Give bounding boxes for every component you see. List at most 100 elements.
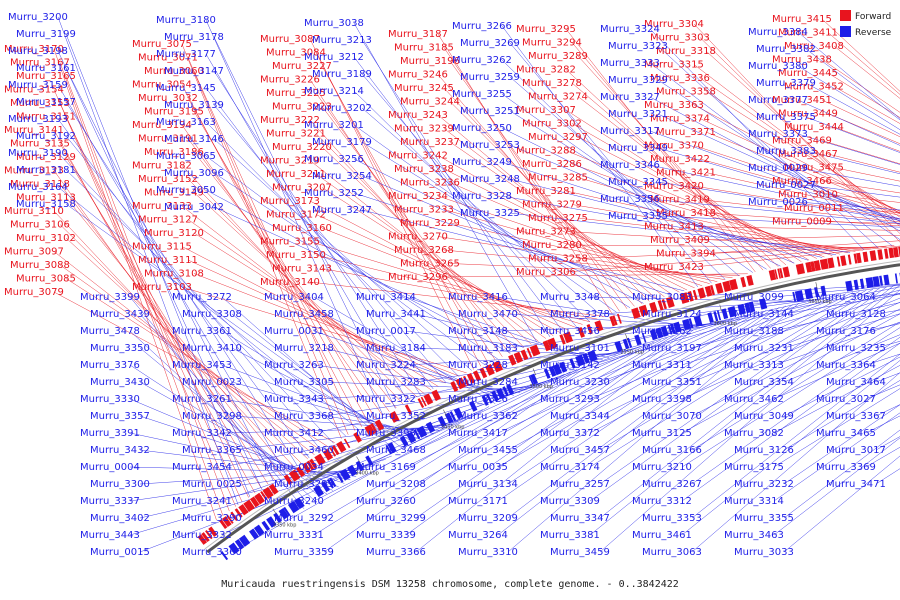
forward-gene — [288, 469, 301, 482]
gene-label: Murru_3256 — [304, 154, 364, 165]
gene-label: Murru_3365 — [182, 445, 242, 456]
forward-gene — [813, 260, 821, 271]
gene-label: Murru_3170 — [4, 44, 64, 55]
gene-label: Murru_3393 — [356, 428, 416, 439]
reverse-gene — [794, 290, 804, 302]
forward-gene — [594, 320, 604, 332]
reverse-gene — [406, 431, 417, 444]
forward-gene — [201, 532, 210, 542]
gene-label: Murru_3182 — [132, 161, 192, 172]
connector-line — [187, 259, 453, 380]
connector-line — [599, 289, 900, 553]
connector-line — [693, 104, 900, 214]
gene-label: Murru_3228 — [448, 360, 508, 371]
connector-line — [59, 264, 322, 451]
reverse-gene — [737, 303, 746, 315]
chromosome-backbone — [204, 260, 900, 554]
forward-gene — [638, 304, 649, 317]
connector-line — [313, 381, 546, 434]
gene-label: Murru_3135 — [10, 139, 70, 150]
gene-label: Murru_3125 — [632, 428, 692, 439]
legend-label: Forward — [855, 12, 891, 22]
connector-line — [181, 165, 404, 405]
gene-label: Murru_3367 — [826, 411, 886, 422]
gene-label: Murru_3328 — [452, 191, 512, 202]
connector-line — [323, 369, 578, 519]
forward-gene — [795, 263, 806, 275]
gene-label: Murru_3305 — [274, 377, 334, 388]
gene-label: Murru_3165 — [16, 71, 76, 82]
reverse-gene — [329, 477, 337, 488]
reverse-gene — [321, 481, 331, 493]
connector-line — [833, 126, 900, 152]
gene-label: Murru_3175 — [724, 462, 784, 473]
connector-line — [797, 167, 900, 187]
reverse-gene — [336, 472, 344, 483]
gene-label: Murru_3071 — [138, 53, 198, 64]
connector-line — [681, 342, 900, 502]
connector-line — [833, 45, 900, 99]
connector-line — [565, 245, 895, 273]
connector-line — [139, 313, 310, 506]
connector-line — [65, 203, 371, 423]
gene-label: Murru_3054 — [132, 80, 192, 91]
connector-line — [827, 194, 900, 203]
gene-label: Murru_3233 — [394, 205, 454, 216]
connector-line — [571, 204, 856, 252]
gene-label: Murru_0026 — [748, 197, 808, 208]
reverse-gene — [792, 291, 797, 302]
gene-label: Murru_3195 — [144, 107, 204, 118]
connector-line — [571, 42, 764, 271]
gene-label: Murru_3337 — [80, 496, 140, 507]
reverse-gene — [339, 468, 351, 481]
gene-label: Murru_3241 — [172, 496, 232, 507]
forward-gene — [374, 419, 385, 431]
connector-line — [797, 201, 900, 211]
gene-label: Murru_3075 — [132, 39, 192, 50]
reverse-gene — [814, 287, 819, 298]
gene-label: Murru_3460 — [274, 445, 334, 456]
connector-line — [589, 293, 847, 400]
gene-label: Murru_3310 — [458, 547, 518, 558]
gene-label: Murru_3167 — [10, 58, 70, 69]
connector-line — [681, 327, 900, 468]
gene-label: Murru_3382 — [756, 44, 816, 55]
gene-label: Murru_3142 — [540, 360, 600, 371]
connector-line — [705, 240, 900, 254]
gene-label: Murru_3245 — [394, 83, 454, 94]
reverse-gene — [748, 301, 756, 313]
forward-gene — [542, 340, 551, 352]
connector-line — [599, 287, 880, 485]
gene-label: Murru_3126 — [734, 445, 794, 456]
connector-line — [181, 43, 342, 439]
connector-line — [181, 246, 446, 384]
connector-line — [589, 284, 900, 536]
connector-line — [705, 131, 900, 212]
forward-gene — [819, 258, 829, 270]
gene-label: Murru_3311 — [632, 360, 692, 371]
reverse-gene — [437, 415, 447, 428]
connector-line — [571, 82, 787, 266]
forward-gene — [234, 508, 243, 518]
reverse-gene — [622, 338, 630, 350]
reverse-gene — [543, 368, 551, 379]
connector-line — [649, 96, 900, 232]
gene-label: Murru_3284 — [458, 377, 518, 388]
gene-label: Murru_3236 — [400, 178, 460, 189]
gene-label: Murru_3082 — [724, 428, 784, 439]
connector-line — [57, 186, 359, 430]
reverse-gene — [673, 321, 682, 333]
gene-label: Murru_3115 — [132, 242, 192, 253]
gene-label: Murru_3139 — [164, 100, 224, 111]
gene-label: Murru_3242 — [388, 151, 448, 162]
forward-gene — [710, 285, 715, 296]
gene-label: Murru_3106 — [10, 220, 70, 231]
gene-label: Murru_3099 — [724, 292, 784, 303]
connector-line — [415, 329, 694, 553]
connector-line — [509, 76, 740, 277]
connector-line — [507, 305, 787, 519]
connector-line — [309, 281, 605, 317]
connector-line — [783, 356, 900, 417]
tick-mark — [356, 456, 361, 463]
connector-line — [231, 406, 490, 553]
